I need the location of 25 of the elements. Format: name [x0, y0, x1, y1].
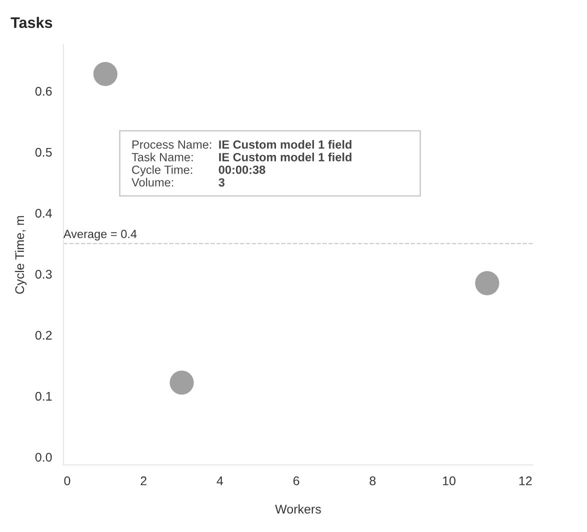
text: Task Name: IE Custom model 1 field	[132, 152, 352, 162]
annotation: Process Name: IE Custom model 1 field	[132, 140, 352, 149]
x-tick-label: 6	[293, 476, 300, 486]
x-tick-label: 10	[443, 476, 456, 486]
text: Volume: 3	[132, 178, 225, 187]
point	[93, 62, 118, 86]
y-axis-title: Cycle Time, m	[14, 216, 27, 294]
y-tick-label: 0.0	[35, 452, 52, 462]
y-tick-label: 0.4	[35, 208, 52, 218]
x-tick-label: 8	[370, 476, 376, 486]
x-tick-label: 12	[519, 476, 532, 486]
x-tick-label: 0	[64, 476, 70, 486]
text: Cycle Time: 00:00:38	[132, 165, 266, 176]
x-axis-title: Workers	[275, 504, 321, 514]
x-tick-label: 4	[216, 476, 224, 486]
x-tick-label: 2	[140, 476, 146, 486]
y-tick-label: 0.5	[35, 148, 52, 157]
point	[170, 370, 194, 395]
ref-line-label: Average = 0.4	[63, 230, 137, 240]
chart-title: Tasks	[10, 16, 52, 28]
point	[475, 271, 500, 296]
y-tick-label: 0.2	[35, 330, 52, 340]
y-tick-label: 0.6	[35, 86, 52, 96]
y-tick-label: 0.1	[35, 392, 52, 401]
y-tick-label: 0.3	[35, 270, 52, 279]
